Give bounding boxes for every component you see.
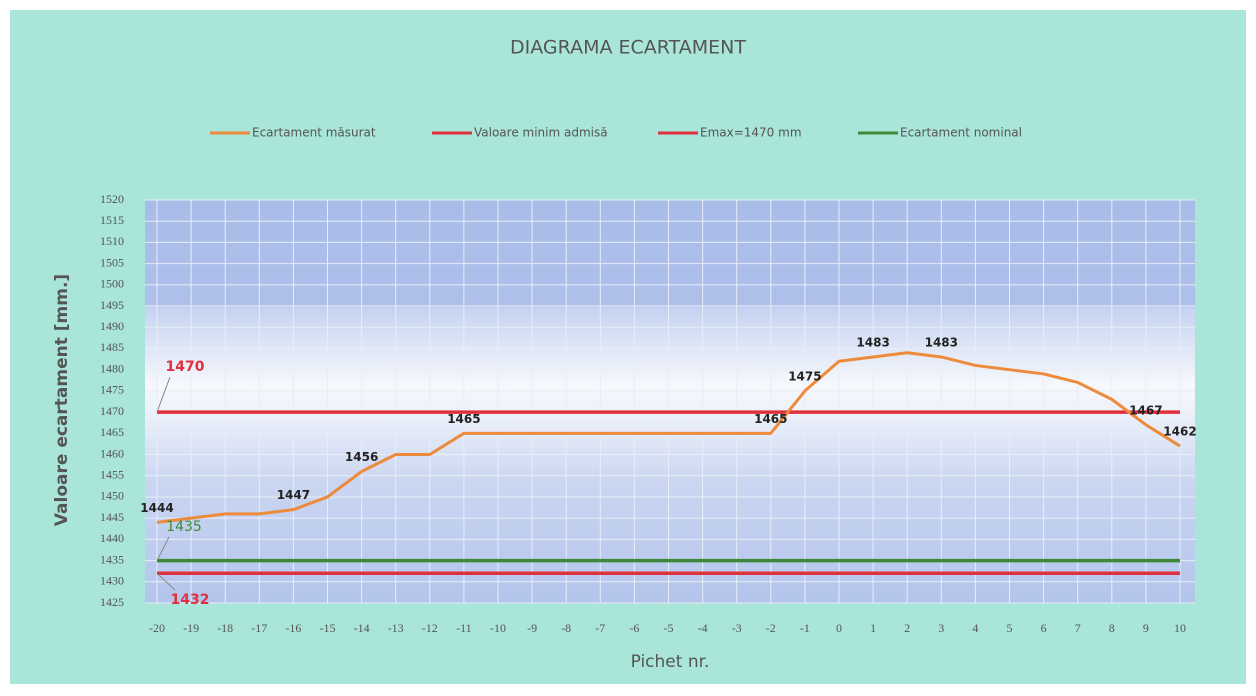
x-tick-label: 2	[904, 621, 910, 635]
x-tick-label: 0	[836, 621, 842, 635]
x-tick-label: -10	[490, 621, 506, 635]
data-label: 1465	[447, 412, 480, 426]
x-tick-label: -19	[183, 621, 199, 635]
x-tick-label: -6	[629, 621, 639, 635]
chart-title: DIAGRAMA ECARTAMENT	[510, 37, 746, 59]
x-tick-label: -8	[561, 621, 571, 635]
annotation-leader	[156, 536, 170, 561]
x-tick-label: 7	[1075, 621, 1081, 635]
data-label: 1483	[856, 335, 889, 349]
annotation-leader	[156, 572, 176, 591]
x-tick-label: -14	[354, 621, 370, 635]
data-label: 1444	[140, 501, 173, 515]
x-tick-label: -17	[251, 621, 267, 635]
x-tick-label: 4	[972, 621, 978, 635]
x-tick-label: -11	[456, 621, 472, 635]
x-tick-label: -5	[664, 621, 674, 635]
x-tick-label: 8	[1109, 621, 1115, 635]
x-tick-label: -13	[388, 621, 404, 635]
y-tick-label: 1445	[100, 510, 124, 524]
x-tick-label: 9	[1143, 621, 1149, 635]
y-axis-label: Valoare ecartament [mm.]	[52, 274, 72, 526]
y-tick-label: 1465	[100, 425, 124, 439]
plot-area	[145, 200, 1195, 603]
data-label: 1447	[277, 488, 310, 502]
annotation: 1470	[166, 359, 205, 375]
x-tick-label: 1	[870, 621, 876, 635]
x-tick-label: -15	[320, 621, 336, 635]
y-tick-label: 1450	[100, 489, 124, 503]
series-line	[156, 351, 1181, 524]
x-tick-label: -2	[766, 621, 776, 635]
x-tick-label: 3	[938, 621, 944, 635]
legend-label: Ecartament nominal	[900, 126, 1022, 140]
data-label: 1475	[788, 369, 821, 383]
plot: 1425143014351440144514501455146014651470…	[100, 192, 1197, 635]
data-label: 1467	[1129, 403, 1162, 417]
legend-label: Valoare minim admisă	[474, 126, 608, 140]
y-tick-label: 1485	[100, 340, 124, 354]
y-tick-label: 1515	[100, 213, 124, 227]
y-tick-label: 1440	[100, 531, 124, 545]
x-tick-label: -1	[800, 621, 810, 635]
y-tick-label: 1475	[100, 383, 124, 397]
legend-label: Ecartament măsurat	[252, 126, 376, 140]
x-tick-label: -9	[527, 621, 537, 635]
y-tick-label: 1495	[100, 298, 124, 312]
annotation: 1435	[166, 519, 202, 535]
y-tick-label: 1430	[100, 574, 124, 588]
x-tick-label: -16	[285, 621, 301, 635]
x-tick-label: -20	[149, 621, 165, 635]
y-tick-label: 1520	[100, 192, 124, 206]
legend: Ecartament măsurat Valoare minim admisă Em…	[210, 126, 1022, 140]
y-tick-label: 1455	[100, 467, 124, 481]
y-tick-label: 1480	[100, 361, 124, 375]
data-label: 1456	[345, 450, 378, 464]
data-label: 1462	[1163, 425, 1196, 439]
y-tick-label: 1490	[100, 319, 124, 333]
x-tick-label: 5	[1007, 621, 1013, 635]
annotation: 1432	[171, 592, 210, 608]
x-tick-label: 6	[1041, 621, 1047, 635]
data-label: 1483	[925, 335, 958, 349]
y-tick-label: 1470	[100, 404, 124, 418]
x-tick-label: -12	[422, 621, 438, 635]
legend-label: Emax=1470 mm	[700, 126, 802, 140]
x-tick-label: -4	[698, 621, 708, 635]
x-tick-label: 10	[1174, 621, 1186, 635]
y-tick-label: 1435	[100, 552, 124, 566]
y-tick-label: 1505	[100, 255, 124, 269]
x-axis-label: Pichet nr.	[631, 652, 710, 672]
y-tick-label: 1500	[100, 277, 124, 291]
x-tick-label: -18	[217, 621, 233, 635]
x-tick-label: -7	[595, 621, 605, 635]
y-tick-label: 1510	[100, 234, 124, 248]
annotation-leader	[156, 376, 171, 413]
y-tick-label: 1460	[100, 446, 124, 460]
data-label: 1465	[754, 412, 787, 426]
y-tick-label: 1425	[100, 595, 124, 609]
x-tick-label: -3	[732, 621, 742, 635]
